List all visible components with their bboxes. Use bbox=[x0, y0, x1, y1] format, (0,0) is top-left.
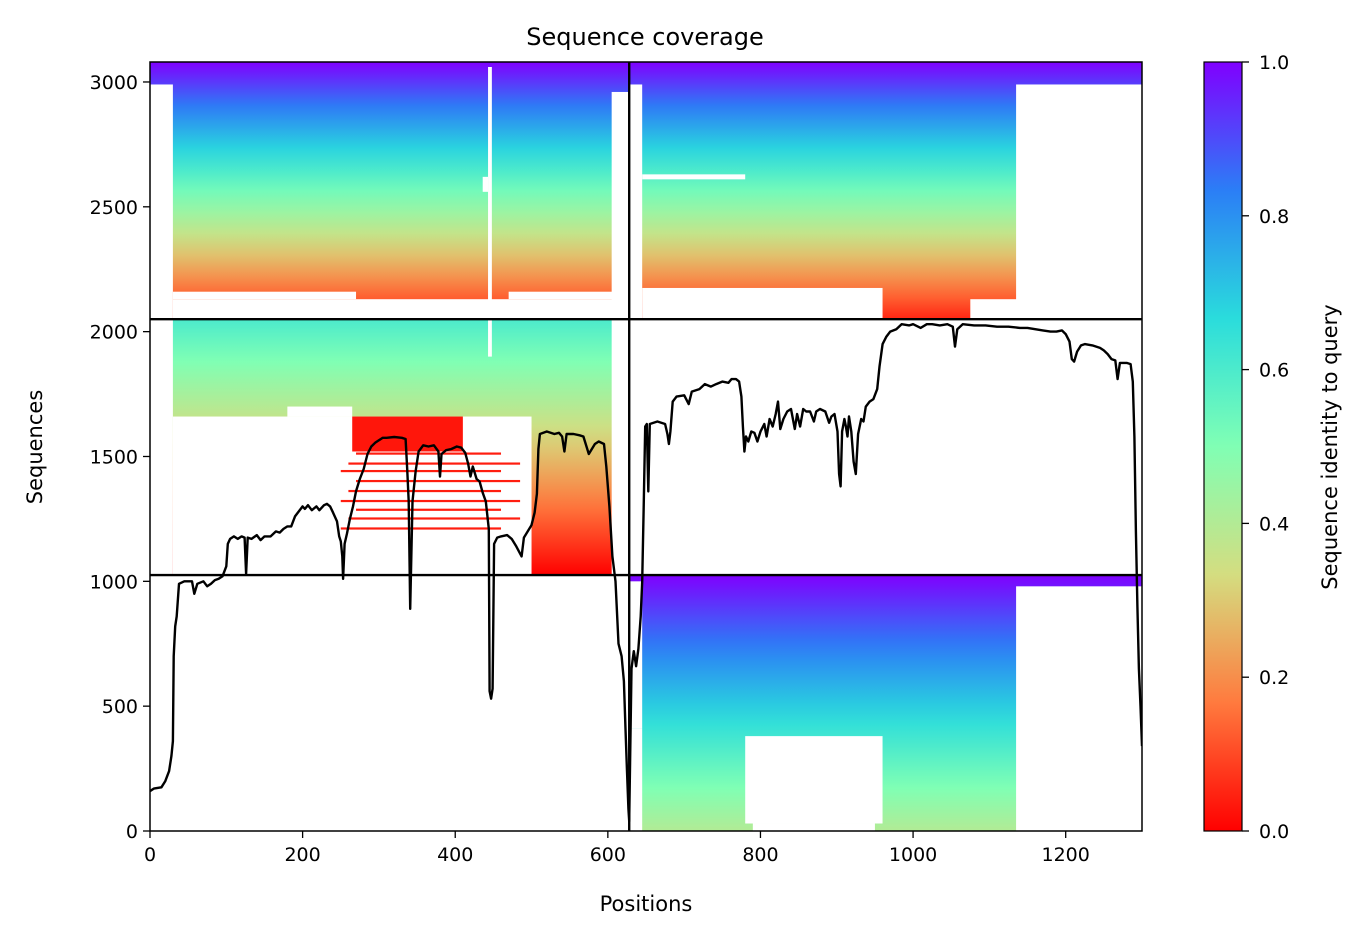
y-axis-label: Sequences bbox=[23, 390, 47, 505]
y-tick-label: 2000 bbox=[90, 322, 138, 344]
coverage-gap bbox=[287, 406, 353, 417]
y-tick-label: 500 bbox=[102, 696, 138, 718]
alignment-streak bbox=[340, 499, 521, 503]
x-tick-label: 1000 bbox=[889, 844, 937, 866]
coverage-gap bbox=[150, 319, 173, 576]
x-tick-label: 0 bbox=[144, 844, 156, 866]
alignment-streak bbox=[348, 517, 521, 520]
x-tick-label: 200 bbox=[284, 844, 320, 866]
coverage-gap bbox=[745, 736, 883, 824]
colorbar-tick-label: 0.0 bbox=[1259, 821, 1289, 843]
alignment-streak bbox=[356, 452, 502, 455]
chart-title: Sequence coverage bbox=[526, 23, 763, 51]
coverage-gap bbox=[642, 174, 746, 180]
colorbar-tick-label: 0.6 bbox=[1259, 360, 1289, 382]
coverage-gap bbox=[488, 66, 492, 320]
x-tick-label: 400 bbox=[437, 844, 473, 866]
colorbar-tick-label: 0.8 bbox=[1259, 206, 1289, 228]
colorbar-scale bbox=[1203, 61, 1243, 832]
coverage-gap bbox=[629, 728, 643, 831]
colorbar-label: Sequence identity to query bbox=[1318, 304, 1342, 589]
colorbar: 0.0 0.2 0.4 0.6 0.8 1.0 Sequence identity to … bbox=[1203, 52, 1342, 843]
plot-area bbox=[150, 62, 1142, 831]
colorbar-tick-label: 1.0 bbox=[1259, 52, 1289, 74]
alignment-streak bbox=[348, 462, 521, 465]
coverage-gap bbox=[508, 291, 624, 300]
coverage-gap bbox=[629, 84, 643, 320]
coverage-gap bbox=[752, 823, 875, 831]
colorbar-tick-label: 0.2 bbox=[1259, 667, 1289, 689]
coverage-gap bbox=[488, 319, 492, 357]
coverage-gap bbox=[1016, 586, 1142, 831]
alignment-dense-region bbox=[352, 416, 463, 452]
coverage-line bbox=[150, 323, 1142, 823]
alignment-streak bbox=[340, 469, 502, 473]
coverage-gap bbox=[172, 299, 624, 320]
coverage-gap bbox=[150, 84, 173, 320]
colorbar-ticks: 0.0 0.2 0.4 0.6 0.8 1.0 bbox=[1242, 52, 1289, 843]
y-tick-label: 2500 bbox=[90, 197, 138, 219]
plot-frame bbox=[149, 61, 1143, 832]
colorbar-tick-label: 0.4 bbox=[1259, 513, 1289, 535]
coverage-gap bbox=[629, 581, 643, 729]
alignment-streak bbox=[340, 527, 502, 530]
coverage-gap bbox=[611, 319, 630, 576]
alignment-streak bbox=[356, 479, 521, 483]
x-tick-label: 600 bbox=[590, 844, 626, 866]
x-axis-label: Positions bbox=[600, 892, 693, 916]
x-tick-label: 1200 bbox=[1042, 844, 1090, 866]
segment-boundaries bbox=[150, 62, 1142, 831]
coverage-gap bbox=[1016, 84, 1142, 320]
heatmap-block bbox=[150, 62, 630, 320]
coverage-gap bbox=[172, 291, 357, 300]
x-axis-ticks: 0 200 400 600 800 1000 1200 bbox=[144, 831, 1090, 866]
alignment-streak bbox=[348, 489, 502, 493]
y-tick-label: 0 bbox=[126, 821, 138, 843]
coverage-gap bbox=[482, 176, 489, 192]
y-axis-ticks: 0 500 1000 1500 2000 2500 3000 bbox=[90, 72, 150, 843]
coverage-gap bbox=[611, 91, 630, 320]
coverage-gap bbox=[642, 287, 883, 320]
y-tick-label: 1500 bbox=[90, 446, 138, 468]
alignment-streak bbox=[356, 508, 502, 511]
y-tick-label: 1000 bbox=[90, 571, 138, 593]
x-tick-label: 800 bbox=[742, 844, 778, 866]
y-tick-label: 3000 bbox=[90, 72, 138, 94]
